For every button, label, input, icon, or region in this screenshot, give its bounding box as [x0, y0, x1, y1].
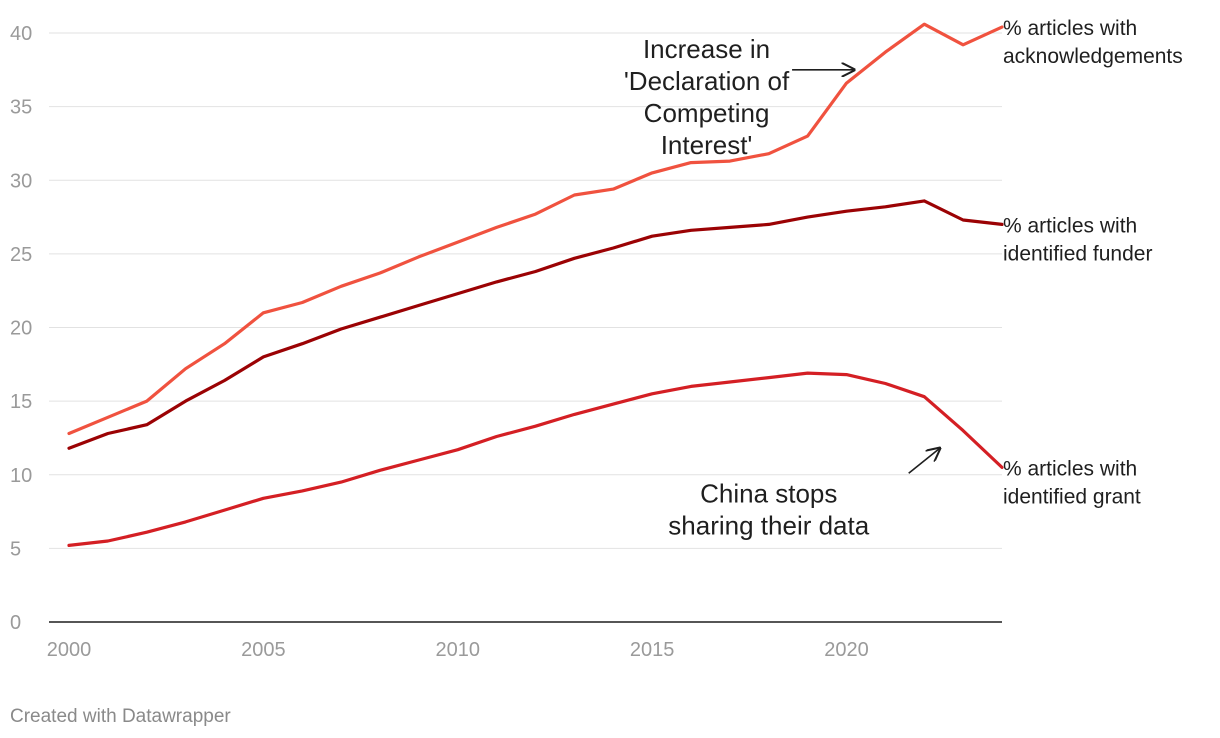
y-tick-label: 15 — [10, 391, 32, 413]
series-label-line: identified funder — [1003, 242, 1152, 265]
y-tick-label: 25 — [10, 244, 32, 266]
series-lines — [67, 22, 1004, 548]
x-tick-label: 2010 — [436, 639, 481, 661]
series-line-acknowledgements — [67, 22, 1004, 436]
annotation-line: Increase in — [643, 34, 770, 64]
series-labels: % articles with acknowledgements% article… — [1003, 17, 1183, 508]
annotation-line: 'Declaration of — [624, 66, 790, 96]
y-tick-label: 40 — [10, 23, 32, 45]
x-axis: 2000 2005 2010 2015 2020 — [47, 639, 869, 661]
series-label-line: % articles with — [1003, 457, 1137, 480]
x-tick-label: 2000 — [47, 639, 92, 661]
series-label-line: % articles with — [1003, 214, 1137, 237]
y-tick-label: 30 — [10, 170, 32, 192]
series-line-identified-funder — [67, 199, 1004, 450]
series-label-line: % articles with — [1003, 17, 1137, 40]
y-axis: 0 5 10 15 20 25 30 35 40 — [10, 23, 32, 634]
credit-text: Created with Datawrapper — [10, 706, 231, 727]
series-label-identified-grant: % articles with identified grant — [1003, 457, 1141, 508]
annotation-line: Competing — [644, 98, 770, 128]
x-tick-label: 2015 — [630, 639, 675, 661]
series-label-identified-funder: % articles with identified funder — [1003, 214, 1152, 265]
x-tick-label: 2005 — [241, 639, 286, 661]
y-tick-label: 0 — [10, 612, 21, 634]
gridlines — [49, 32, 1002, 623]
y-tick-label: 20 — [10, 318, 32, 340]
china-annotation-text: China stops sharing their data — [668, 479, 869, 541]
annotation-line: sharing their data — [668, 511, 869, 541]
x-tick-label: 2020 — [824, 639, 869, 661]
series-label-acknowledgements: % articles with acknowledgements — [1003, 17, 1183, 68]
annotations: Increase in 'Declaration of Competing Inter… — [624, 34, 940, 541]
annotation-line: Interest' — [661, 130, 753, 160]
series-label-line: identified grant — [1003, 485, 1141, 508]
annotation-line: China stops — [700, 479, 837, 509]
y-tick-label: 35 — [10, 97, 32, 119]
y-tick-label: 5 — [10, 538, 21, 560]
declaration-annotation-text: Increase in 'Declaration of Competing Inter… — [624, 34, 790, 160]
y-tick-label: 10 — [10, 465, 32, 487]
series-label-line: acknowledgements — [1003, 45, 1183, 68]
china-annotation-arrow — [908, 448, 940, 474]
series-line-identified-grant — [67, 371, 1004, 548]
